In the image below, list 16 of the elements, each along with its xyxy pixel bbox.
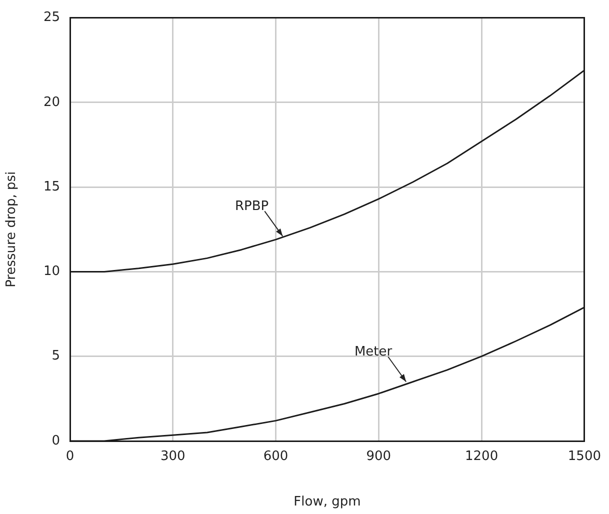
- y-tick-label: 0: [52, 433, 60, 448]
- y-tick-label: 25: [43, 10, 60, 26]
- y-tick-label: 20: [43, 94, 60, 110]
- annotation: Meter: [354, 344, 393, 360]
- y-axis-title: Pressure drop, psi: [4, 171, 20, 288]
- annotation: RPBP: [235, 199, 269, 214]
- x-tick-label: 0: [66, 449, 74, 464]
- x-tick-label: 1500: [568, 449, 602, 464]
- x-tick-label: 1200: [465, 449, 498, 464]
- y-tick-label: 10: [43, 264, 60, 280]
- x-tick-label: 600: [263, 449, 288, 464]
- y-tick-label: 15: [43, 179, 60, 194]
- y-tick-label: 5: [52, 348, 60, 364]
- x-axis-title: Flow, gpm: [294, 494, 361, 510]
- x-tick-label: 900: [366, 449, 392, 464]
- x-tick-label: 300: [160, 449, 186, 464]
